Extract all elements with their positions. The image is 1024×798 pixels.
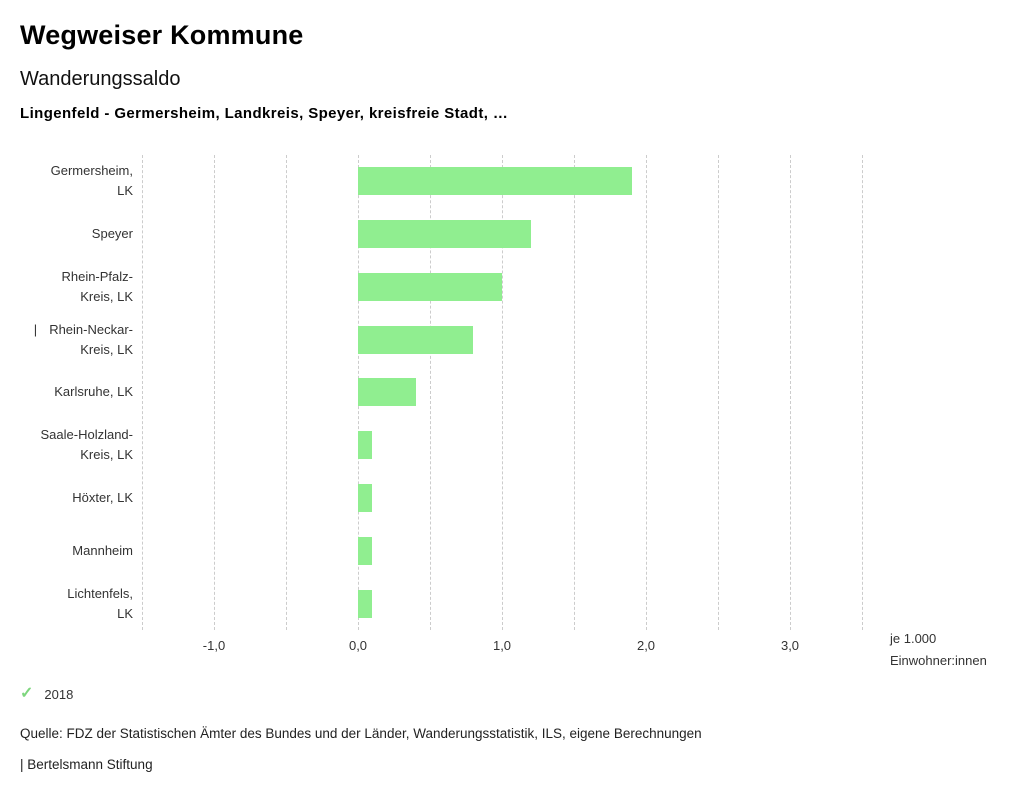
axis-unit-note-line1: je 1.000: [890, 631, 937, 646]
gridline: [574, 155, 575, 630]
axis-unit-note: je 1.000 Einwohner:innen: [890, 628, 987, 672]
x-tick-label: 3,0: [780, 638, 800, 653]
gridline: [214, 155, 215, 630]
gridline: [286, 155, 287, 630]
chart-row: Germersheim, LK: [0, 155, 1024, 208]
x-tick-label: 1,0: [492, 638, 512, 653]
x-tick-label: -1,0: [202, 638, 226, 653]
bar[interactable]: [358, 220, 531, 249]
legend-year-label: 2018: [44, 686, 74, 702]
axis-tick-mark: |: [33, 321, 38, 337]
chart-row: Mannheim: [0, 524, 1024, 577]
x-tick-label: 2,0: [636, 638, 656, 653]
category-label: Saale-Holzland- Kreis, LK: [40, 427, 134, 463]
gridline: [790, 155, 791, 630]
gridline: [430, 155, 431, 630]
chart-row: | Rhein-Neckar- Kreis, LK: [0, 313, 1024, 366]
gridline: [502, 155, 503, 630]
bar[interactable]: [358, 378, 416, 407]
gridline: [862, 155, 863, 630]
chart-row: Karlsruhe, LK: [0, 366, 1024, 419]
chart-title: Wanderungssaldo: [20, 68, 181, 90]
chart-row: Saale-Holzland- Kreis, LK: [0, 419, 1024, 472]
chart-row: Rhein-Pfalz- Kreis, LK: [0, 261, 1024, 314]
category-label: Speyer: [91, 226, 133, 242]
category-label: | Rhein-Neckar- Kreis, LK: [33, 321, 133, 357]
chart-row: Höxter, LK: [0, 472, 1024, 525]
bar[interactable]: [358, 536, 373, 565]
source-note: Quelle: FDZ der Statistischen Ämter des …: [20, 726, 702, 741]
category-label: Höxter, LK: [72, 490, 133, 506]
chart-row: Lichtenfels, LK: [0, 577, 1024, 630]
axis-unit-note-line2: Einwohner:innen: [890, 653, 987, 668]
gridline: [142, 155, 143, 630]
category-label: Germersheim, LK: [50, 163, 133, 199]
bar[interactable]: [358, 431, 373, 460]
bar[interactable]: [358, 484, 373, 513]
bar[interactable]: [358, 325, 474, 354]
legend-item-2018[interactable]: ✓ 2018: [20, 686, 73, 702]
category-label: Karlsruhe, LK: [54, 384, 133, 400]
bar[interactable]: [358, 589, 373, 618]
bar[interactable]: [358, 167, 632, 196]
chart-row: Speyer: [0, 208, 1024, 261]
x-axis-tick-labels: -1,0 0,0 1,0 2,0 3,0: [0, 638, 1024, 658]
page-title: Wegweiser Kommune: [20, 20, 304, 50]
gridline: [646, 155, 647, 630]
x-tick-label: 0,0: [348, 638, 368, 653]
category-label: Mannheim: [72, 542, 133, 558]
branding-note: | Bertelsmann Stiftung: [20, 757, 153, 772]
chart-context-line: Lingenfeld - Germersheim, Landkreis, Spe…: [20, 105, 509, 122]
bar[interactable]: [358, 272, 502, 301]
gridline: [718, 155, 719, 630]
category-label: Lichtenfels, LK: [67, 585, 133, 621]
check-icon: ✓: [20, 685, 34, 702]
category-label: Rhein-Pfalz- Kreis, LK: [61, 268, 133, 304]
migration-balance-bar-chart: Germersheim, LK Speyer Rhein-Pfalz- Kreis, L…: [0, 155, 1024, 630]
